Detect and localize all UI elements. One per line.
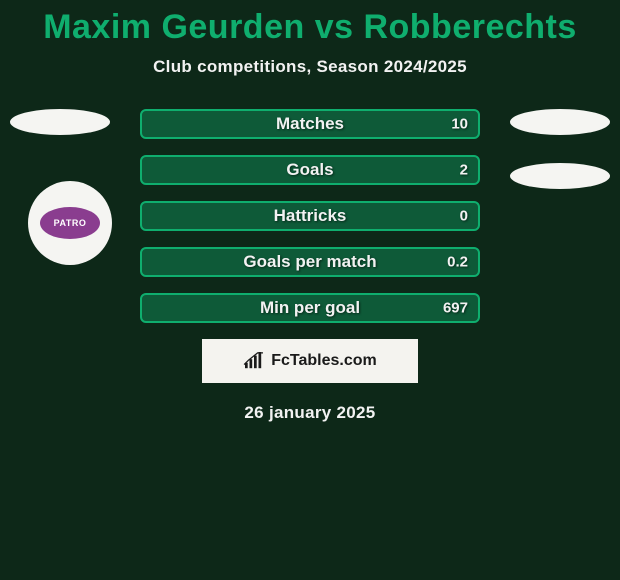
branding-text: FcTables.com	[271, 352, 377, 370]
stats-area: PATRO Matches 10 Goals 2 Hattricks 0 Goals per…	[0, 109, 620, 323]
date-line: 26 january 2025	[0, 403, 620, 423]
subtitle: Club competitions, Season 2024/2025	[0, 57, 620, 77]
player-photo-placeholder-left	[10, 109, 110, 135]
stat-label: Min per goal	[260, 298, 360, 318]
stat-value: 0	[460, 208, 468, 225]
player-photo-placeholder-right-2	[510, 163, 610, 189]
stat-value: 10	[451, 116, 468, 133]
stat-row: Hattricks 0	[140, 201, 480, 231]
page-title: Maxim Geurden vs Robberechts	[0, 8, 620, 47]
stat-row: Goals per match 0.2	[140, 247, 480, 277]
stat-value: 0.2	[447, 254, 468, 271]
stat-row: Goals 2	[140, 155, 480, 185]
club-badge-inner: PATRO	[40, 207, 100, 239]
stat-label: Goals per match	[243, 252, 376, 272]
infographic-container: Maxim Geurden vs Robberechts Club compet…	[0, 0, 620, 580]
stat-label: Matches	[276, 114, 344, 134]
stat-bars: Matches 10 Goals 2 Hattricks 0 Goals per match…	[140, 109, 480, 323]
stat-value: 2	[460, 162, 468, 179]
stat-row: Matches 10	[140, 109, 480, 139]
stat-label: Hattricks	[274, 206, 347, 226]
branding-box: FcTables.com	[202, 339, 418, 383]
club-badge-text: PATRO	[54, 218, 87, 228]
stat-value: 697	[443, 300, 468, 317]
club-badge: PATRO	[28, 181, 112, 265]
stat-row: Min per goal 697	[140, 293, 480, 323]
player-photo-placeholder-right-1	[510, 109, 610, 135]
chart-icon	[243, 352, 265, 370]
stat-label: Goals	[286, 160, 333, 180]
